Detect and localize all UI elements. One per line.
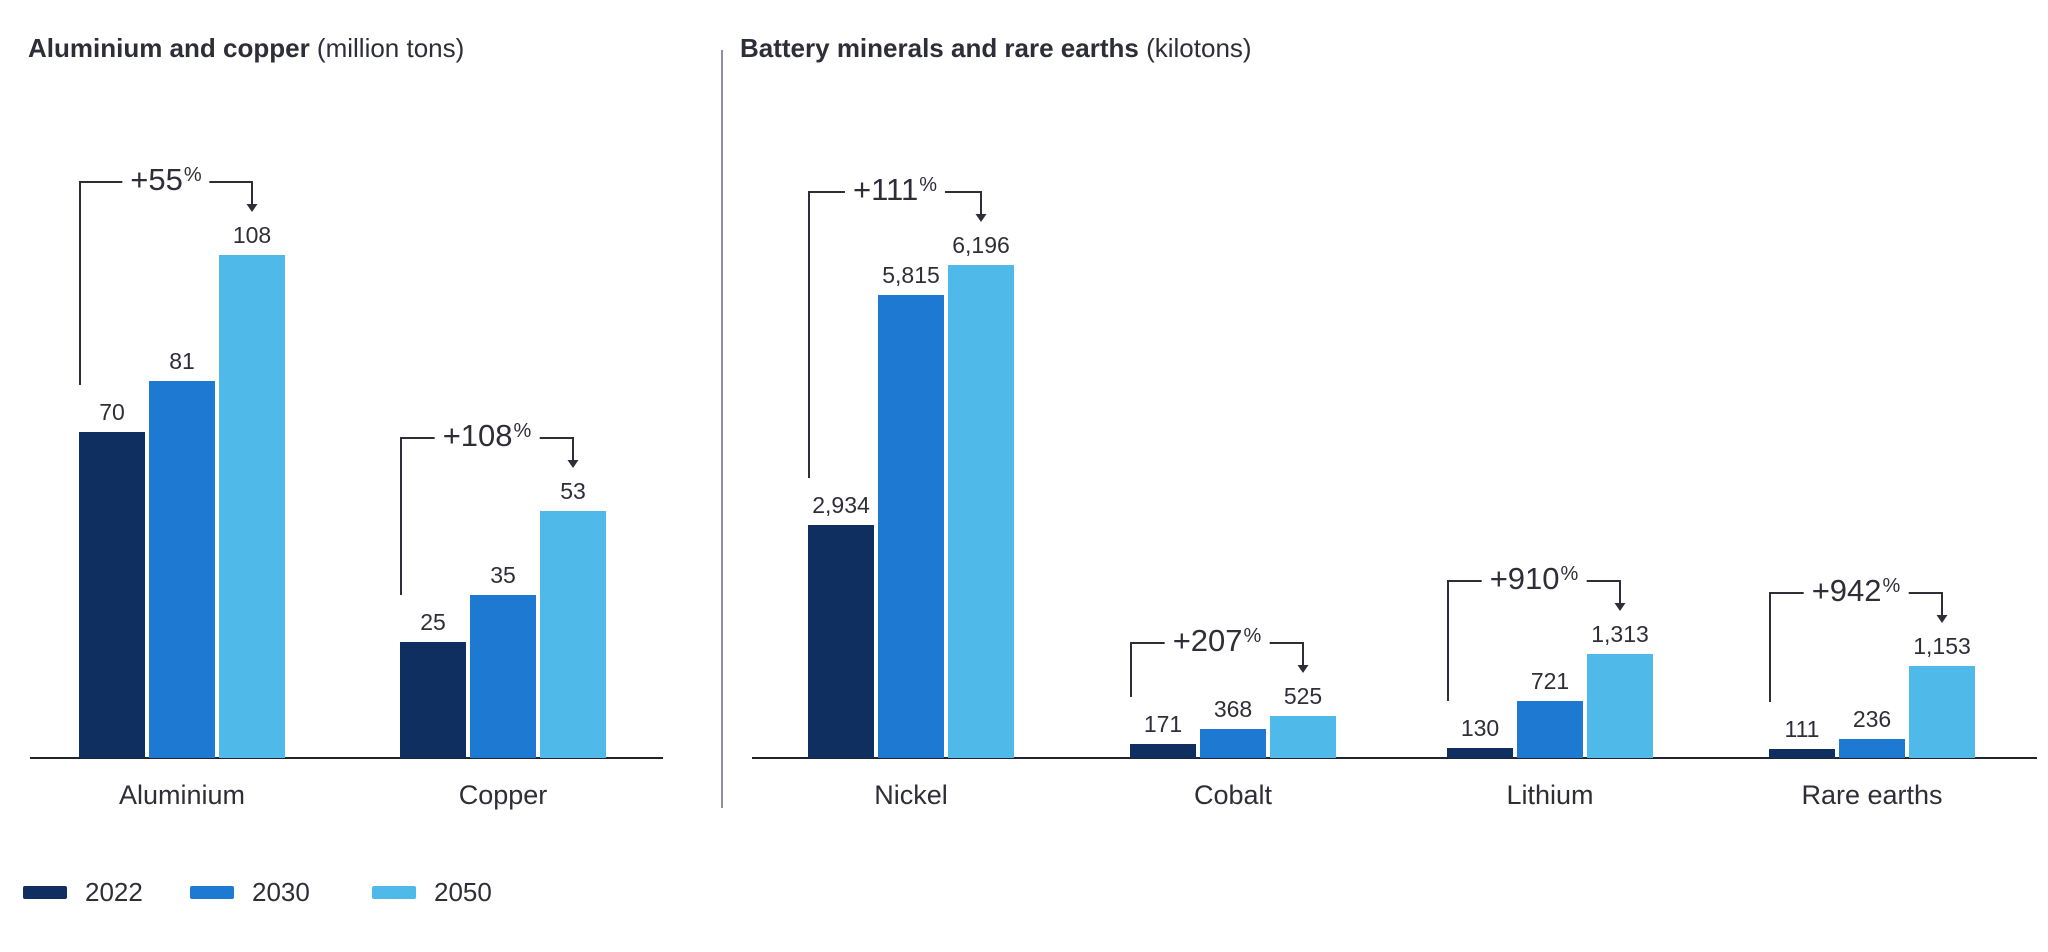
value-label-nickel-2050: 6,196 xyxy=(952,232,1010,258)
value-label-aluminium-2050: 108 xyxy=(232,222,272,248)
legend-label-2050: 2050 xyxy=(434,877,492,907)
bar-aluminium-2030 xyxy=(149,381,215,758)
bar-copper-2050 xyxy=(540,511,606,758)
growth-annotation-copper: +108% xyxy=(434,418,540,457)
growth-value-aluminium: +55 xyxy=(130,162,183,197)
growth-value-lithium: +910 xyxy=(1489,561,1560,596)
bar-nickel-2050 xyxy=(948,265,1014,758)
bar-copper-2022 xyxy=(400,642,466,758)
legend-swatch-2030 xyxy=(190,885,234,899)
bar-cobalt-2050 xyxy=(1270,716,1336,758)
bar-copper-2030 xyxy=(470,595,536,758)
value-label-aluminium-2030: 81 xyxy=(169,348,195,374)
growth-value-nickel: +111 xyxy=(852,172,919,207)
category-label-lithium: Lithium xyxy=(1506,780,1594,810)
category-label-copper: Copper xyxy=(458,780,548,810)
bar-lithium-2022 xyxy=(1447,748,1513,758)
bar-rare-earths-2030 xyxy=(1839,739,1905,758)
value-label-rare-earths-2030: 236 xyxy=(1852,706,1892,732)
value-label-nickel-2030: 5,815 xyxy=(882,262,940,288)
right-chart-unit-label: (kilotons) xyxy=(1146,33,1252,63)
value-label-copper-2022: 25 xyxy=(420,609,446,635)
percent-sign-lithium: % xyxy=(1560,563,1579,585)
left-x-axis-line xyxy=(30,757,663,759)
value-label-aluminium-2022: 70 xyxy=(99,399,125,425)
growth-annotation-aluminium: +55% xyxy=(122,162,210,201)
arrowhead-icon-copper xyxy=(567,460,579,468)
value-label-rare-earths-2022: 111 xyxy=(1784,716,1820,742)
percent-sign-rare-earths: % xyxy=(1882,575,1901,597)
bar-lithium-2030 xyxy=(1517,701,1583,758)
growth-value-rare-earths: +942 xyxy=(1811,573,1882,608)
legend-label-2030: 2030 xyxy=(252,877,310,907)
growth-value-copper: +108 xyxy=(442,418,513,453)
percent-sign-cobalt: % xyxy=(1243,625,1262,647)
category-label-aluminium: Aluminium xyxy=(118,780,246,810)
right-chart-title: Battery minerals and rare earths (kiloto… xyxy=(740,33,1252,63)
category-label-rare-earths: Rare earths xyxy=(1801,780,1943,810)
bar-cobalt-2030 xyxy=(1200,729,1266,758)
growth-annotation-nickel: +111% xyxy=(844,172,946,211)
value-label-copper-2030: 35 xyxy=(490,562,516,588)
value-label-cobalt-2050: 525 xyxy=(1283,683,1323,709)
bar-rare-earths-2022 xyxy=(1769,749,1835,758)
panel-divider-line xyxy=(721,50,723,808)
growth-annotation-cobalt: +207% xyxy=(1164,623,1270,662)
value-label-rare-earths-2050: 1,153 xyxy=(1913,633,1971,659)
value-label-lithium-2022: 130 xyxy=(1460,715,1500,741)
legend-item-2050: 2050 xyxy=(372,872,492,912)
bar-rare-earths-2050 xyxy=(1909,666,1975,758)
left-chart-title-text: Aluminium and copper xyxy=(28,33,310,63)
right-chart-title-text: Battery minerals and rare earths xyxy=(740,33,1139,63)
legend-swatch-2022 xyxy=(23,885,67,899)
legend-swatch-2050 xyxy=(372,885,416,899)
legend-label-2022: 2022 xyxy=(85,877,143,907)
percent-sign-aluminium: % xyxy=(183,164,202,186)
bar-aluminium-2022 xyxy=(79,432,145,758)
arrowhead-icon-cobalt xyxy=(1297,665,1309,673)
right-x-axis-line xyxy=(752,757,2037,759)
legend-item-2030: 2030 xyxy=(190,872,310,912)
left-chart-unit-label: (million tons) xyxy=(316,33,465,63)
bar-aluminium-2050 xyxy=(219,255,285,758)
category-label-nickel: Nickel xyxy=(874,780,948,810)
arrowhead-icon-nickel xyxy=(975,214,987,222)
growth-annotation-lithium: +910% xyxy=(1481,561,1587,600)
arrowhead-icon-lithium xyxy=(1614,603,1626,611)
growth-value-cobalt: +207 xyxy=(1172,623,1243,658)
bar-cobalt-2022 xyxy=(1130,744,1196,758)
percent-sign-copper: % xyxy=(513,420,532,442)
bar-nickel-2022 xyxy=(808,525,874,758)
value-label-cobalt-2022: 171 xyxy=(1143,711,1183,737)
arrowhead-icon-rare-earths xyxy=(1936,615,1948,623)
bar-lithium-2050 xyxy=(1587,654,1653,758)
value-label-lithium-2050: 1,313 xyxy=(1591,621,1649,647)
legend-item-2022: 2022 xyxy=(23,872,143,912)
value-label-nickel-2022: 2,934 xyxy=(812,492,870,518)
category-label-cobalt: Cobalt xyxy=(1193,780,1273,810)
arrowhead-icon-aluminium xyxy=(246,204,258,212)
left-chart-title: Aluminium and copper (million tons) xyxy=(28,33,464,63)
growth-annotation-rare-earths: +942% xyxy=(1803,573,1909,612)
value-label-cobalt-2030: 368 xyxy=(1213,696,1253,722)
value-label-lithium-2030: 721 xyxy=(1530,668,1570,694)
value-label-copper-2050: 53 xyxy=(560,478,586,504)
percent-sign-nickel: % xyxy=(919,174,938,196)
bar-nickel-2030 xyxy=(878,295,944,758)
